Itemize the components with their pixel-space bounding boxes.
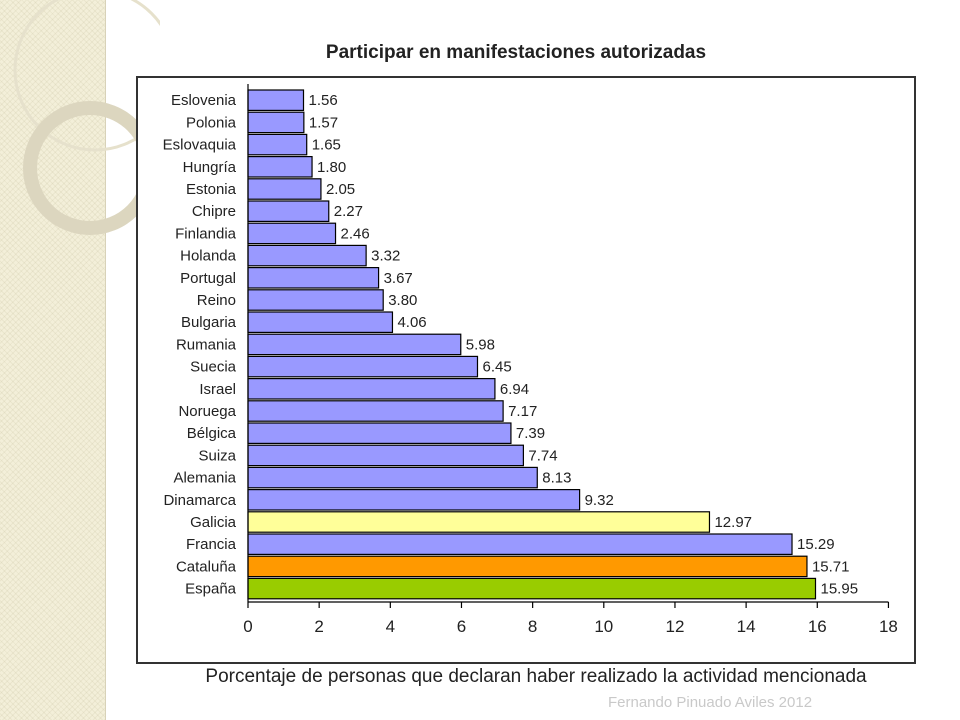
category-label: Hungría [183, 159, 237, 176]
bar [247, 378, 496, 400]
bar [247, 244, 367, 267]
bar [247, 555, 808, 578]
category-label: Eslovenia [171, 92, 237, 109]
bar [247, 577, 817, 600]
decorative-ring-thick [23, 101, 157, 235]
chart-figure: Participar en manifestaciones autorizada… [136, 28, 960, 720]
value-label: 15.95 [821, 581, 859, 598]
bar [247, 533, 793, 555]
bar [247, 289, 384, 311]
bar [247, 311, 394, 333]
bar [247, 178, 322, 200]
bar [247, 200, 330, 222]
category-label: Holanda [180, 248, 237, 265]
x-tick-label: 18 [879, 617, 898, 636]
bar [247, 444, 524, 467]
category-label: Noruega [178, 403, 236, 420]
value-label: 7.74 [528, 447, 557, 464]
value-label: 12.97 [714, 514, 752, 531]
value-label: 2.27 [334, 203, 363, 220]
category-label: Alemania [173, 470, 236, 487]
value-label: 1.80 [317, 159, 346, 176]
bar [247, 222, 337, 245]
x-tick-label: 10 [594, 617, 613, 636]
category-label: Eslovaquia [163, 137, 237, 154]
x-tick-label: 2 [314, 617, 323, 636]
bar [247, 267, 380, 289]
category-label: Cataluña [176, 558, 237, 575]
bar [247, 333, 462, 356]
value-label: 6.45 [482, 359, 511, 376]
x-tick-label: 16 [808, 617, 827, 636]
x-tick-label: 8 [528, 617, 537, 636]
value-label: 15.71 [812, 558, 850, 575]
bar [247, 111, 305, 134]
x-tick-label: 0 [243, 617, 252, 636]
category-label: Dinamarca [163, 492, 236, 509]
value-label: 1.65 [312, 137, 341, 154]
bar [247, 355, 479, 378]
category-label: Portugal [180, 270, 236, 287]
x-tick-label: 14 [737, 617, 756, 636]
category-label: Reino [197, 292, 236, 309]
value-label: 3.32 [371, 248, 400, 265]
bar [247, 422, 512, 444]
value-label: 7.39 [516, 425, 545, 442]
category-label: Polonia [186, 114, 237, 131]
x-tick-label: 6 [457, 617, 466, 636]
category-label: Francia [186, 536, 237, 553]
value-label: 15.29 [797, 536, 835, 553]
category-label: Suiza [198, 447, 236, 464]
category-label: Finlandia [175, 225, 237, 242]
category-label: Israel [199, 381, 236, 398]
category-label: España [185, 581, 237, 598]
x-tick-label: 4 [386, 617, 395, 636]
value-label: 3.80 [388, 292, 417, 309]
x-axis-caption: Porcentaje de personas que declaran habe… [205, 666, 867, 687]
chart-title: Participar en manifestaciones autorizada… [325, 42, 707, 63]
bar [247, 133, 308, 156]
bar [247, 466, 538, 489]
category-label: Rumania [176, 336, 237, 353]
value-label: 4.06 [397, 314, 426, 331]
value-label: 2.46 [341, 225, 370, 242]
category-label: Galicia [190, 514, 237, 531]
value-label: 3.67 [384, 270, 413, 287]
chart-frame: Eslovenia 1.56 Polonia 1.57 Eslovaquia 1.65 Hu… [136, 76, 916, 664]
value-label: 1.57 [309, 114, 338, 131]
bar-chart: Eslovenia 1.56 Polonia 1.57 Eslovaquia 1.65 Hu… [163, 84, 898, 636]
value-label: 8.13 [542, 470, 571, 487]
value-label: 2.05 [326, 181, 355, 198]
value-label: 1.56 [309, 92, 338, 109]
value-label: 7.17 [508, 403, 537, 420]
value-label: 9.32 [585, 492, 614, 509]
category-label: Chipre [192, 203, 236, 220]
value-label: 6.94 [500, 381, 529, 398]
category-label: Suecia [190, 359, 237, 376]
decorative-side-panel [0, 0, 160, 720]
bar [247, 489, 581, 511]
decorative-ring-large [13, 0, 160, 152]
slide-footer: Fernando Pinuado Aviles 2012 [608, 694, 813, 711]
bar [247, 511, 711, 533]
category-label: Estonia [186, 181, 237, 198]
bar [247, 400, 504, 422]
x-tick-label: 12 [665, 617, 684, 636]
value-label: 5.98 [466, 336, 495, 353]
category-label: Bélgica [187, 425, 237, 442]
bar [247, 89, 305, 111]
bar [247, 155, 313, 178]
category-label: Bulgaria [181, 314, 237, 331]
